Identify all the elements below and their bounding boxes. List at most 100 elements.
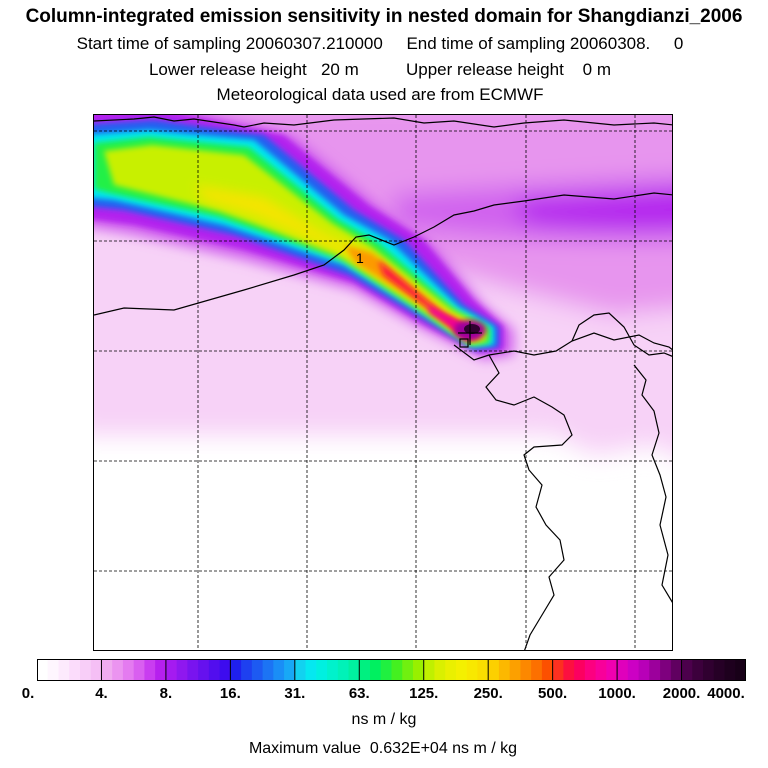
colorbar-tick-label: 16. — [219, 685, 241, 702]
colorbar-swatch — [101, 659, 113, 681]
colorbar-tick-label: 500. — [538, 685, 568, 702]
colorbar-swatch — [380, 659, 393, 681]
colorbar-tick-labels: 0. 4. 8. 16. 31. 63. 125. 250. 500. 1000. 2000. 400… — [0, 685, 768, 705]
coastline-north — [94, 116, 672, 128]
colorbar-tick-label: 8. — [159, 685, 173, 702]
colorbar-swatch — [219, 659, 231, 681]
colorbar-swatch — [251, 659, 264, 681]
colorbar-swatch — [90, 659, 103, 681]
sampling-time-line: Start time of sampling 20060307.210000 E… — [76, 34, 684, 53]
colorbar-swatch — [423, 659, 436, 681]
colorbar-swatch — [574, 659, 586, 681]
field-east-band-core — [514, 190, 672, 230]
colorbar-swatch — [69, 659, 81, 681]
colorbar-swatch — [47, 659, 60, 681]
colorbar-tick-label: 1000. — [598, 685, 636, 702]
colorbar-swatch — [434, 659, 446, 681]
colorbar-swatch — [617, 659, 629, 681]
colorbar-swatch — [176, 659, 188, 681]
colorbar-swatch — [327, 659, 339, 681]
colorbar-swatch — [208, 659, 221, 681]
coastline-liaodong — [571, 312, 672, 357]
colorbar-swatch — [155, 659, 167, 681]
colorbar-swatch — [692, 659, 704, 681]
colorbar-swatch — [58, 659, 70, 681]
colorbar-swatch — [305, 659, 317, 681]
colorbar-swatch — [627, 659, 640, 681]
colorbar-swatch — [595, 659, 607, 681]
maximum-value-line: Maximum value 0.632E+04 ns m / kg — [248, 740, 518, 757]
colorbar-tick-label: 4000. — [707, 685, 745, 702]
colorbar-swatch — [133, 659, 146, 681]
colorbar-swatch — [37, 659, 49, 681]
colorbar-swatch — [198, 659, 210, 681]
colorbar-tick-label: 4. — [95, 685, 108, 702]
map-canvas: 1 — [94, 115, 672, 650]
colorbar-swatch — [509, 659, 522, 681]
colorbar-swatch — [165, 659, 178, 681]
colorbar-tick-label: 63. — [348, 685, 370, 702]
colorbar-swatch — [531, 659, 543, 681]
colorbar-swatch — [412, 659, 425, 681]
colorbar-swatch — [79, 659, 92, 681]
colorbar-swatch — [563, 659, 575, 681]
colorbar-swatch — [735, 659, 746, 681]
colorbar-swatch — [466, 659, 479, 681]
plume-band-yellowgreen — [104, 145, 486, 343]
figure-title: Column-integrated emission sensitivity i… — [25, 6, 743, 27]
colorbar-swatch — [660, 659, 672, 681]
colorbar-swatch — [477, 659, 489, 681]
colorbar-swatch — [273, 659, 285, 681]
colorbar-swatch — [348, 659, 360, 681]
colorbar-swatch — [284, 659, 296, 681]
colorbar-swatch — [262, 659, 274, 681]
colorbar-swatch — [498, 659, 511, 681]
colorbar-swatch — [552, 659, 564, 681]
met-data-line: Meteorological data used are from ECMWF — [216, 85, 544, 104]
colorbar-tick-label: 0. — [21, 685, 35, 702]
colorbar-swatch — [144, 659, 156, 681]
colorbar-swatch — [391, 659, 403, 681]
colorbar-swatch — [230, 659, 242, 681]
colorbar-tick-label: 125. — [409, 685, 439, 702]
release-marker-label: 1 — [356, 250, 364, 266]
coastline-korea — [633, 364, 672, 603]
colorbar-unit-label: ns m / kg — [351, 711, 417, 728]
gridlines — [94, 115, 672, 650]
colorbar-swatch — [112, 659, 124, 681]
colorbar-tick-label: 250. — [473, 685, 503, 702]
colorbar-swatch — [445, 659, 457, 681]
colorbar-swatch — [455, 659, 468, 681]
coastline-shandong-korea — [485, 354, 573, 650]
colorbar-swatch — [241, 659, 253, 681]
colorbar-swatch — [638, 659, 650, 681]
colorbar-tick-label: 2000. — [662, 685, 701, 702]
colorbar-swatch — [649, 659, 661, 681]
colorbar-swatch — [402, 659, 414, 681]
colorbar-swatch — [606, 659, 618, 681]
sensitivity-map: 1 — [93, 114, 673, 651]
colorbar-swatch — [541, 659, 554, 681]
colorbar-tick-label: 31. — [284, 685, 306, 702]
colorbar-swatch — [520, 659, 532, 681]
colorbar-swatch — [681, 659, 693, 681]
colorbar-swatch — [294, 659, 307, 681]
colorbar-swatch — [488, 659, 500, 681]
colorbar-swatch — [713, 659, 726, 681]
colorbar-swatch — [703, 659, 715, 681]
release-height-line: Lower release height 20 m Upper release … — [148, 60, 612, 79]
field-pale-south — [94, 396, 672, 455]
colorbar-border — [37, 659, 746, 681]
plume-core-dark — [464, 324, 480, 334]
colorbar-swatch — [337, 659, 350, 681]
colorbar-swatch — [370, 659, 382, 681]
colorbar-swatch — [187, 659, 199, 681]
colorbar-swatch — [359, 659, 371, 681]
colorbar-swatch — [316, 659, 328, 681]
colorbar-swatch — [584, 659, 597, 681]
colorbar-swatch — [670, 659, 683, 681]
release-marker — [458, 321, 482, 348]
release-marker-box — [459, 338, 469, 348]
colorbar-swatch — [122, 659, 135, 681]
colorbar — [37, 659, 746, 681]
